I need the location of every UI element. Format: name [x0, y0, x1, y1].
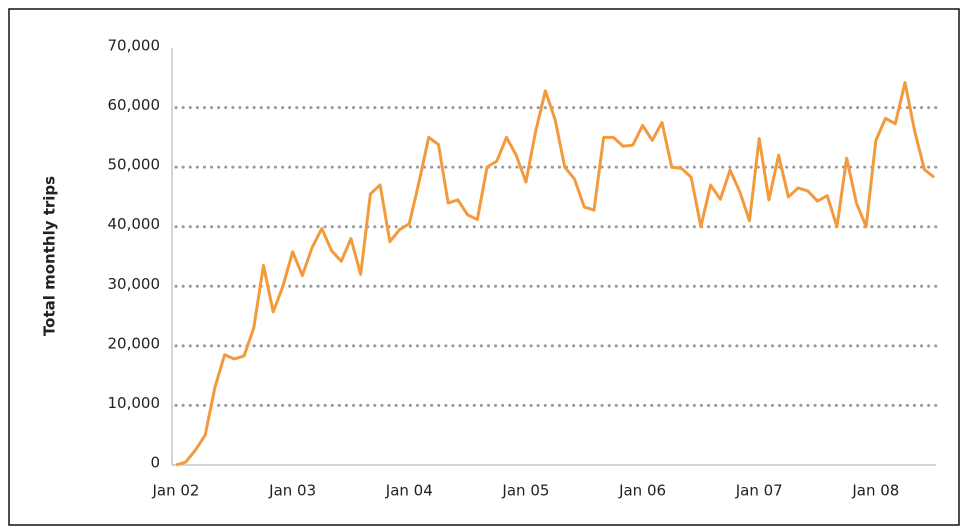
x-tick-label: Jan 08	[851, 482, 899, 500]
x-tick-label: Jan 05	[501, 482, 549, 500]
data-line	[175, 81, 936, 467]
x-tick-label: Jan 07	[735, 482, 783, 500]
y-tick-label: 70,000	[108, 37, 161, 55]
x-tick-label: Jan 02	[152, 482, 200, 500]
x-tick-label: Jan 03	[268, 482, 316, 500]
x-tick-label: Jan 04	[385, 482, 433, 500]
x-tick-label: Jan 06	[618, 482, 666, 500]
y-tick-label: 0	[150, 454, 160, 472]
y-axis-label: Total monthly trips	[41, 176, 59, 336]
y-tick-label: 40,000	[108, 215, 161, 233]
y-tick-label: 10,000	[108, 394, 161, 412]
y-tick-label: 60,000	[108, 96, 161, 114]
y-tick-label: 20,000	[108, 334, 161, 352]
y-tick-label: 50,000	[108, 156, 161, 174]
frame	[8, 8, 960, 526]
y-tick-label: 30,000	[108, 275, 161, 293]
